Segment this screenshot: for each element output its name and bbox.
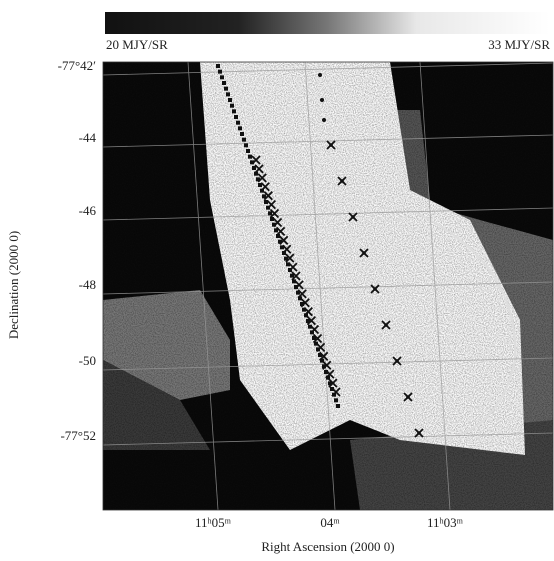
track-dot bbox=[351, 215, 355, 219]
track-dot bbox=[373, 287, 377, 291]
track-dot bbox=[228, 98, 232, 102]
y-axis-label: Declination (2000 0) bbox=[6, 231, 21, 339]
track-dot bbox=[240, 132, 244, 136]
track-dot bbox=[244, 143, 248, 147]
page: {"colorbar": {"min_label": "20 MJY/SR", … bbox=[0, 0, 554, 556]
track-dot bbox=[336, 404, 340, 408]
track-dot bbox=[232, 109, 236, 113]
track-dot bbox=[395, 359, 399, 363]
track-dot bbox=[246, 149, 250, 153]
track-dot bbox=[224, 87, 228, 91]
track-dot bbox=[340, 179, 344, 183]
x-tick-label: 04ᵐ bbox=[320, 515, 340, 530]
track-dot bbox=[417, 431, 421, 435]
x-tick-label: 11ʰ05ᵐ bbox=[195, 515, 232, 530]
y-tick-label: -50 bbox=[79, 353, 96, 368]
track-dot bbox=[406, 395, 410, 399]
track-dot bbox=[236, 121, 240, 125]
y-tick-label: -48 bbox=[79, 277, 96, 292]
figure: 20 MJY/SR 33 MJY/SR -77°42′ -44 -46 -48 -50 -… bbox=[0, 0, 554, 556]
track-dot bbox=[234, 115, 238, 119]
track-dot bbox=[220, 75, 224, 79]
track-dot bbox=[230, 104, 234, 108]
y-tick-label: -77°52 bbox=[60, 428, 96, 443]
y-tick-label: -46 bbox=[79, 203, 97, 218]
track-dot bbox=[318, 73, 322, 77]
track-dot bbox=[334, 398, 338, 402]
colorbar-min-label: 20 MJY/SR bbox=[106, 37, 168, 52]
x-tick-label: 11ʰ03ᵐ bbox=[427, 515, 464, 530]
map bbox=[103, 62, 553, 510]
track-dot bbox=[218, 70, 222, 74]
track-dot bbox=[226, 92, 230, 96]
y-tick-label: -77°42′ bbox=[58, 58, 97, 73]
track-dot bbox=[268, 211, 272, 215]
track-dot bbox=[222, 81, 226, 85]
track-dot bbox=[329, 143, 333, 147]
y-tick-label: -44 bbox=[79, 130, 97, 145]
track-dot bbox=[252, 166, 256, 170]
track-dot bbox=[322, 118, 326, 122]
track-dot bbox=[362, 251, 366, 255]
colorbar-max-label: 33 MJY/SR bbox=[488, 37, 550, 52]
track-dot bbox=[242, 138, 246, 142]
track-dot bbox=[320, 98, 324, 102]
track-dot bbox=[216, 64, 220, 68]
colorbar bbox=[105, 12, 550, 34]
track-dot bbox=[238, 126, 242, 130]
track-dot bbox=[384, 323, 388, 327]
x-axis-label: Right Ascension (2000 0) bbox=[261, 539, 394, 554]
